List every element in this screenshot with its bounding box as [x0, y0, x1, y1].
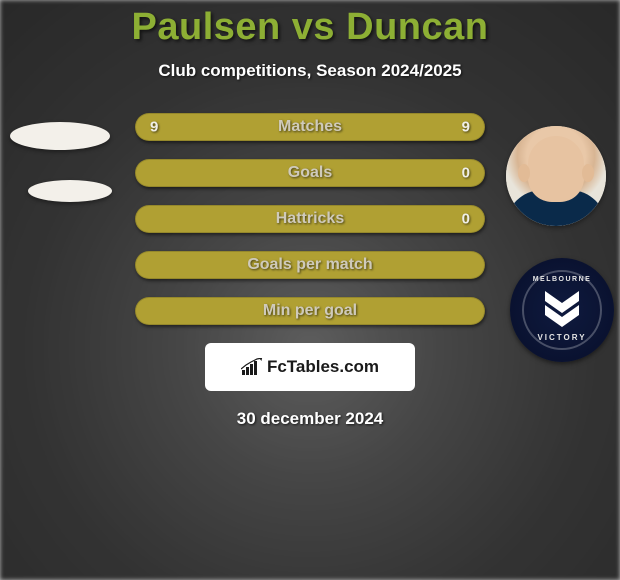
stat-bar-goals-per-match: Goals per match [135, 251, 485, 279]
player-left-avatar-top [10, 122, 110, 150]
club-badge-ring: MELBOURNE VICTORY [522, 270, 602, 350]
footer-date: 30 december 2024 [0, 409, 620, 429]
stat-bar-min-per-goal: Min per goal [135, 297, 485, 325]
stat-right-value: 0 [462, 211, 470, 228]
stat-label: Hattricks [136, 210, 484, 228]
stat-bar-goals: Goals 0 [135, 159, 485, 187]
club-badge-chevron-icon [545, 291, 579, 329]
stats-bars: 9 Matches 9 Goals 0 Hattricks 0 Goals pe… [135, 113, 485, 325]
club-badge-victory: MELBOURNE VICTORY [510, 258, 614, 362]
stat-right-value: 0 [462, 165, 470, 182]
stat-label: Matches [136, 118, 484, 136]
stat-label: Goals [136, 164, 484, 182]
watermark-chart-icon [241, 358, 263, 376]
stat-bar-hattricks: Hattricks 0 [135, 205, 485, 233]
watermark-text: FcTables.com [267, 357, 379, 377]
stat-right-value: 9 [462, 119, 470, 136]
club-badge-bottom-text: VICTORY [524, 333, 600, 342]
stat-label: Min per goal [136, 302, 484, 320]
stat-bar-matches: 9 Matches 9 [135, 113, 485, 141]
player-left-avatar-bottom [28, 180, 112, 202]
watermark: FcTables.com [205, 343, 415, 391]
player-face [506, 126, 606, 226]
player-right-avatar [506, 126, 606, 226]
club-badge-top-text: MELBOURNE [524, 276, 600, 283]
page-title: Paulsen vs Duncan [0, 6, 620, 49]
stat-label: Goals per match [136, 256, 484, 274]
content-wrapper: Paulsen vs Duncan Club competitions, Sea… [0, 0, 620, 580]
subtitle: Club competitions, Season 2024/2025 [0, 61, 620, 81]
